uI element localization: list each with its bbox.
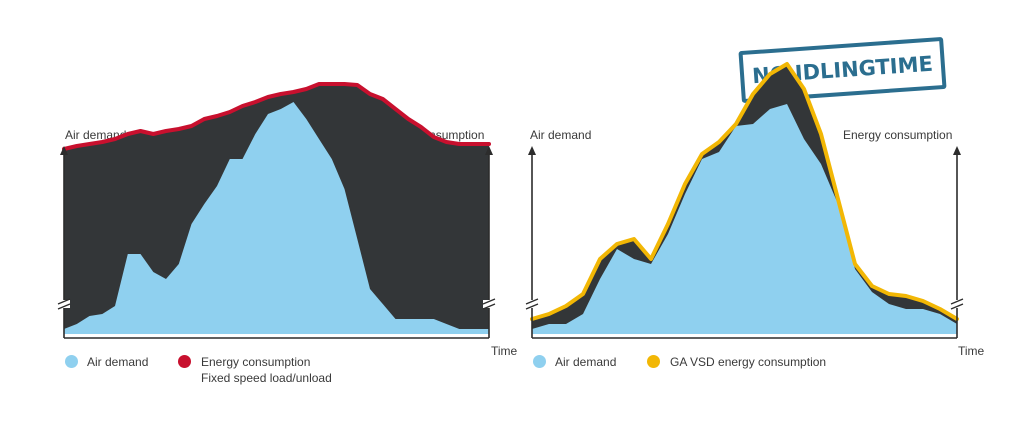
right-y2-axis-arrow	[953, 146, 961, 155]
left-time-axis-label: Time	[491, 344, 518, 358]
right-axis-break-1	[525, 298, 539, 310]
legend-right-air-dot	[533, 355, 546, 368]
right-y-axis-arrow	[528, 146, 536, 155]
legend-left-energy-dot	[178, 355, 191, 368]
right-air-demand-axis-label: Air demand	[530, 128, 592, 142]
legend-right-energy-label: GA VSD energy consumption	[670, 355, 827, 369]
right-energy-axis-label: Energy consumption	[843, 128, 953, 142]
right-time-axis-label: Time	[958, 344, 985, 358]
right-axis-break-2	[950, 298, 964, 310]
left-air-demand-area	[64, 102, 489, 334]
right-air-demand-area	[532, 104, 957, 334]
legend-left-air-label: Air demand	[87, 355, 149, 369]
legend-right-air-label: Air demand	[555, 355, 617, 369]
left-chart	[57, 82, 496, 339]
legend-left-energy-label: Energy consumption	[201, 355, 311, 369]
left-axis-break-1	[57, 298, 71, 310]
left-y2-axis-arrow	[485, 146, 493, 155]
left-axis-break-2	[482, 298, 496, 310]
right-energy-line	[530, 62, 959, 321]
legend-left-energy-sublabel: Fixed speed load/unload	[201, 371, 332, 385]
legend-left-air-dot	[65, 355, 78, 368]
left-y-axis-arrow	[60, 146, 68, 155]
left-energy-line	[62, 82, 491, 151]
right-chart	[525, 62, 964, 339]
legend-right-energy-dot	[647, 355, 660, 368]
